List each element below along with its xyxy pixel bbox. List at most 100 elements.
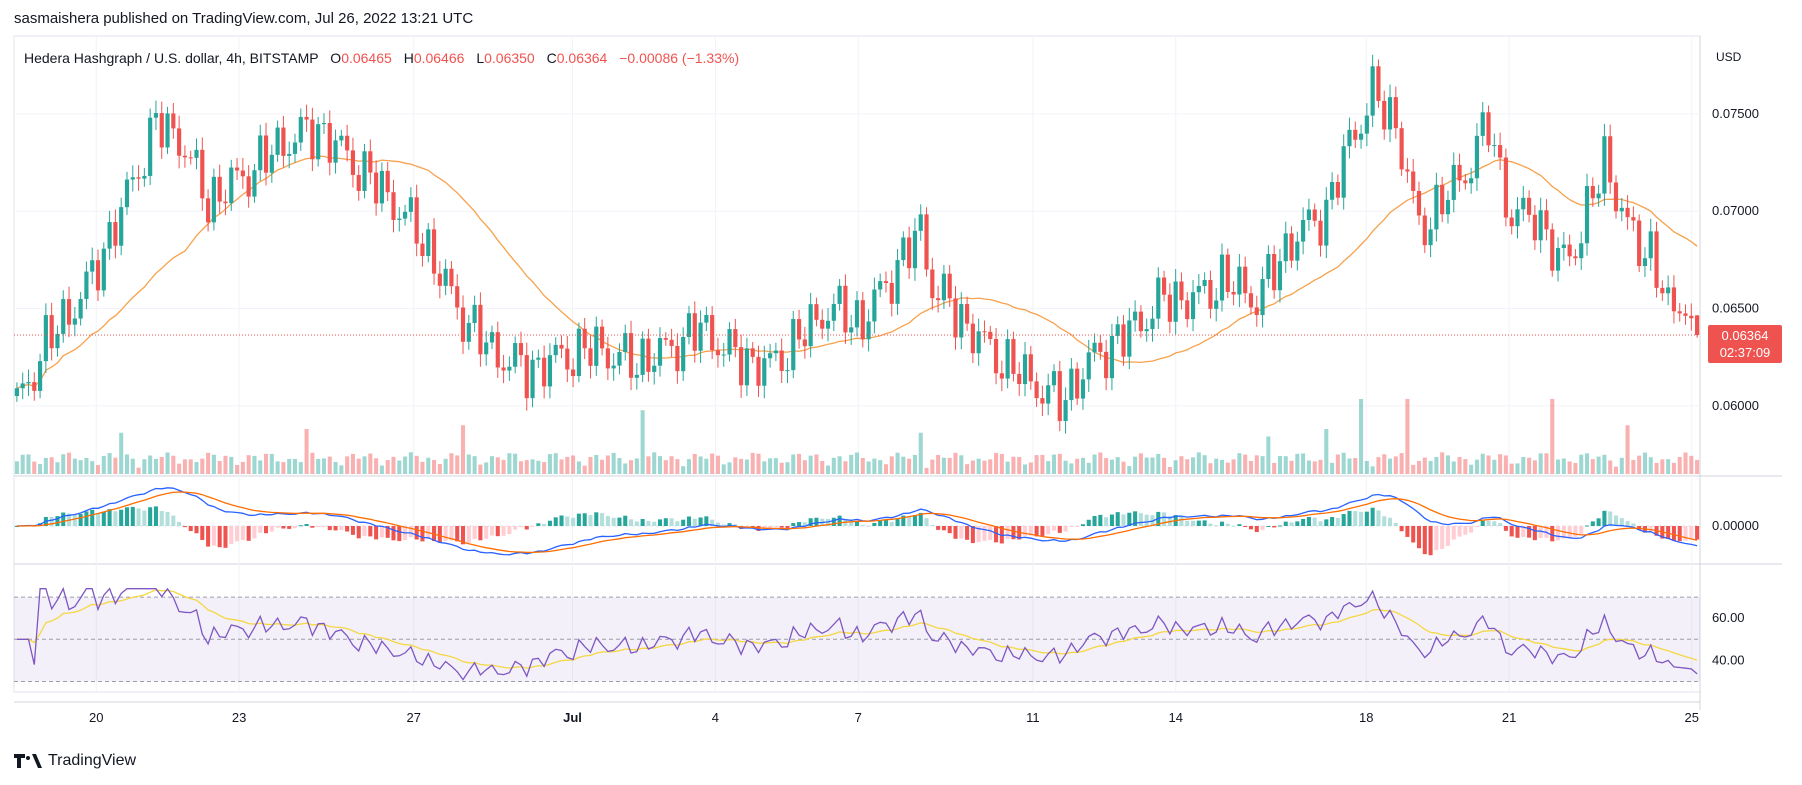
volume-bar — [460, 425, 466, 474]
volume-bar — [292, 458, 298, 474]
candle-body — [316, 124, 321, 160]
candle-body — [229, 167, 234, 204]
candle-body — [55, 333, 60, 349]
macd-histogram-bar — [837, 515, 842, 526]
candle-body — [1075, 368, 1080, 399]
macd-histogram-bar — [1625, 521, 1630, 526]
macd-histogram-bar — [356, 526, 361, 539]
volume-bar — [1289, 460, 1294, 474]
macd-histogram-bar — [994, 526, 999, 543]
candle-body — [1550, 229, 1555, 271]
volume-bar — [1422, 457, 1427, 474]
volume-bar — [1011, 456, 1016, 474]
volume-bar — [536, 460, 541, 474]
volume-bar — [1445, 455, 1450, 474]
macd-histogram-bar — [513, 526, 518, 530]
macd-histogram-bar — [95, 512, 101, 526]
macd-histogram-bar — [530, 526, 535, 527]
macd-histogram-bar — [217, 526, 222, 548]
macd-histogram-bar — [1451, 526, 1456, 540]
candle-body — [252, 170, 257, 197]
volume-bar — [640, 410, 645, 474]
candle-body — [623, 333, 628, 353]
macd-histogram-bar — [252, 526, 257, 539]
candle-body — [1225, 254, 1230, 292]
macd-histogram-bar — [1202, 520, 1207, 526]
moving-average-line — [16, 155, 1698, 389]
volume-bar — [1393, 456, 1398, 474]
macd-histogram-bar — [182, 526, 187, 528]
macd-histogram-bar — [715, 522, 720, 526]
volume-bar — [252, 455, 257, 474]
candle-body — [1254, 307, 1259, 316]
volume-bar — [582, 465, 587, 474]
candle-body — [165, 113, 170, 148]
candle-body — [542, 357, 547, 387]
volume-bar — [698, 456, 703, 474]
macd-histogram-bar — [1515, 526, 1520, 538]
candle-body — [14, 388, 19, 397]
volume-bar — [1237, 453, 1242, 474]
volume-bar — [333, 461, 338, 474]
macd-histogram-bar — [1440, 526, 1445, 550]
volume-bar — [1046, 461, 1051, 474]
macd-histogram-bar — [1231, 525, 1236, 527]
macd-histogram-bar — [1631, 523, 1636, 526]
volume-bar — [1075, 458, 1080, 474]
macd-histogram-bar — [1405, 526, 1410, 537]
macd-histogram-bar — [1428, 526, 1433, 556]
candle-body — [547, 355, 553, 387]
candle-body — [437, 273, 442, 286]
candle-body — [1625, 207, 1630, 218]
macd-histogram-bar — [675, 521, 680, 526]
macd-histogram-bar — [542, 523, 547, 526]
candle-body — [1393, 97, 1398, 129]
candle-body — [1382, 100, 1387, 130]
volume-bar — [1573, 462, 1578, 474]
macd-histogram-bar — [930, 525, 935, 527]
macd-histogram-bar — [1086, 519, 1091, 526]
candle-body — [1358, 133, 1364, 140]
volume-bar — [49, 457, 54, 474]
volume-bar — [1127, 466, 1132, 474]
volume-bar — [1092, 454, 1097, 474]
volume-bar — [1509, 463, 1514, 474]
candle-body — [518, 343, 524, 356]
tradingview-brand[interactable]: TradingView — [14, 752, 136, 770]
candle-body — [66, 299, 72, 325]
candle-body — [594, 326, 599, 366]
volume-bar — [1428, 460, 1433, 474]
candle-body — [866, 321, 871, 340]
macd-histogram-bar — [258, 526, 263, 533]
volume-bar — [849, 454, 854, 474]
macd-histogram-bar — [466, 526, 471, 543]
macd-histogram-bar — [1196, 520, 1201, 526]
volume-bar — [1162, 457, 1167, 474]
macd-histogram-bar — [698, 517, 703, 526]
volume-bar — [1648, 457, 1653, 474]
volume-bar — [235, 465, 240, 474]
macd-histogram-bar — [791, 523, 796, 526]
macd-histogram-bar — [918, 512, 923, 526]
time-tick-label: 25 — [1684, 710, 1698, 725]
volume-bar — [820, 460, 825, 474]
candle-body — [1185, 300, 1190, 320]
volume-bar — [918, 432, 923, 474]
macd-histogram-bar — [1492, 521, 1497, 526]
macd-histogram-bar — [849, 522, 854, 526]
macd-histogram-bar — [1301, 518, 1306, 526]
macd-histogram-bar — [1393, 522, 1398, 526]
candle-body — [1301, 219, 1306, 242]
candle-body — [391, 192, 396, 220]
candle-body — [1666, 287, 1671, 294]
candle-body — [1399, 128, 1404, 170]
candle-body — [1532, 214, 1537, 241]
volume-bar — [484, 462, 489, 474]
candle-body — [1619, 207, 1624, 212]
candle-body — [321, 122, 327, 125]
macd-histogram-bar — [1144, 514, 1149, 526]
symbol-legend: Hedera Hashgraph / U.S. dollar, 4h, BITS… — [24, 50, 739, 66]
time-tick-label: 11 — [1026, 710, 1040, 725]
volume-bar — [663, 460, 668, 474]
